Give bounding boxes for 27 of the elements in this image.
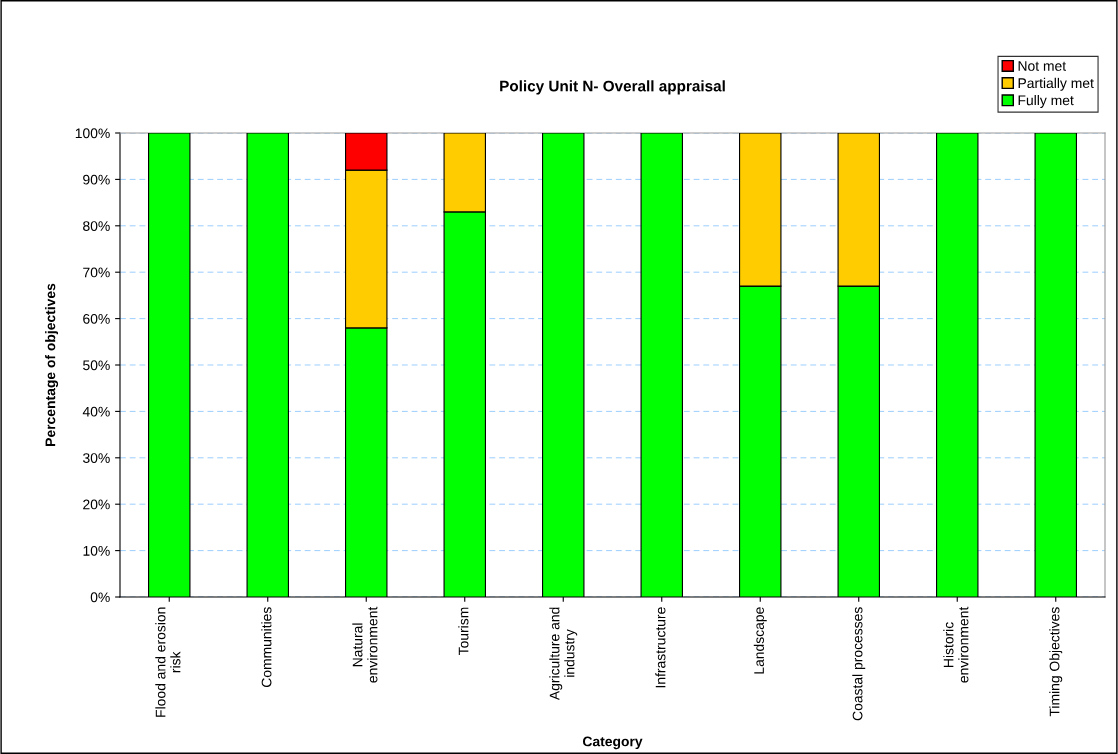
x-tick-label: Historic environment	[943, 606, 969, 683]
y-tick-label: 30%	[83, 453, 110, 463]
x-tick-label: Landscape	[753, 607, 767, 674]
y-tick-label: 70%	[83, 267, 110, 278]
x-axis-title: Category	[582, 736, 643, 750]
x-tick-label: Agriculture and industry	[549, 607, 578, 701]
x-tick-label: Tourism	[458, 607, 469, 656]
x-tick-label: Coastal processes	[852, 607, 866, 721]
y-tick-label: 0%	[90, 592, 110, 603]
chart-title: Policy Unit N- Overall appraisal	[500, 80, 725, 95]
y-tick-label: 40%	[82, 406, 110, 417]
y-tick-label: 20%	[83, 499, 110, 510]
x-tick-label: Natural environment	[352, 606, 378, 683]
x-tick-label: Communities	[261, 607, 272, 688]
y-tick-label: 10%	[83, 545, 110, 556]
y-tick-label: 50%	[83, 360, 110, 371]
y-tick-label: 60%	[83, 313, 110, 324]
y-tick-label: 80%	[83, 221, 110, 231]
y-tick-label: 90%	[83, 174, 110, 185]
legend-label: Partially met	[1018, 77, 1094, 91]
y-axis-title: Percentage of objectives	[45, 283, 59, 446]
legend-label: Fully met	[1018, 95, 1074, 108]
x-tick-label: Infrastructure	[655, 607, 666, 688]
y-tick-label: 100%	[75, 128, 110, 139]
x-tick-label: Timing Objectives	[1049, 607, 1063, 717]
x-tick-label: Flood and erosion risk	[155, 607, 181, 717]
legend-label: Not met	[1018, 61, 1067, 71]
